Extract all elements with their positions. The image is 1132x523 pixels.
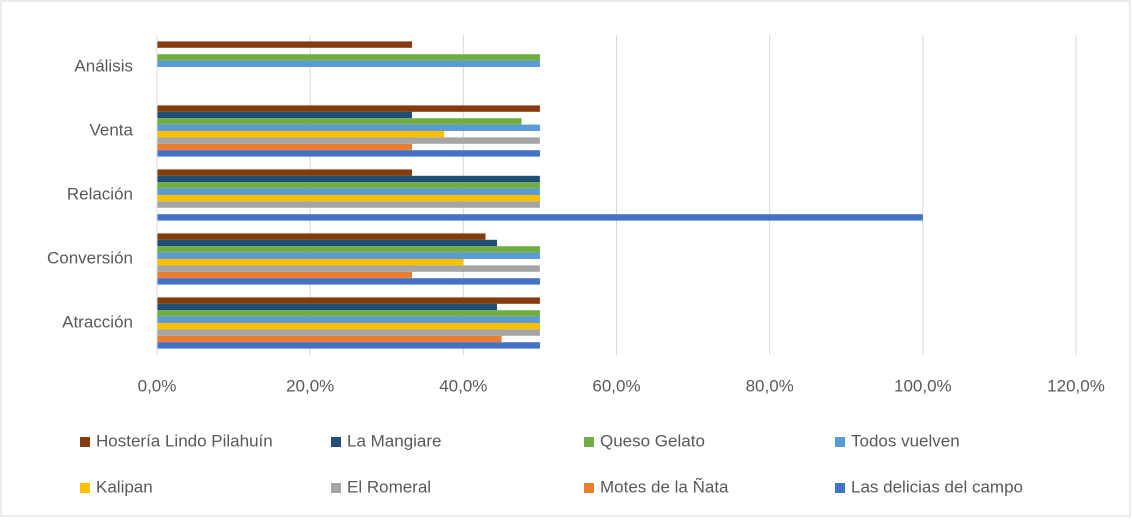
x-tick-label: 20,0% bbox=[286, 376, 334, 395]
x-tick-label: 0,0% bbox=[138, 376, 177, 395]
bar bbox=[157, 271, 413, 279]
bar bbox=[157, 265, 540, 272]
bar bbox=[157, 214, 923, 221]
legend-swatch bbox=[80, 437, 90, 447]
bar bbox=[157, 246, 540, 253]
bar bbox=[157, 111, 413, 119]
x-tick-label: 60,0% bbox=[592, 376, 640, 395]
bar bbox=[157, 201, 540, 208]
bar bbox=[157, 54, 540, 61]
legend-swatch bbox=[80, 483, 90, 493]
bar bbox=[157, 278, 540, 285]
x-tick-label: 40,0% bbox=[439, 376, 487, 395]
bar bbox=[157, 143, 413, 151]
bar bbox=[157, 182, 540, 189]
legend-swatch bbox=[584, 483, 594, 493]
y-tick-label: Venta bbox=[90, 120, 134, 139]
x-tick-label: 120,0% bbox=[1047, 376, 1105, 395]
legend-label: Todos vuelven bbox=[851, 431, 960, 450]
bar bbox=[157, 150, 540, 157]
bar bbox=[157, 259, 464, 266]
bar bbox=[157, 252, 540, 259]
bar bbox=[157, 175, 540, 183]
y-tick-label: Atracción bbox=[62, 312, 133, 331]
bar bbox=[157, 335, 502, 343]
bar bbox=[157, 323, 540, 330]
bar bbox=[157, 316, 540, 323]
bar bbox=[157, 297, 540, 304]
legend-label: Las delicias del campo bbox=[851, 477, 1023, 496]
legend-label: Motes de la Ñata bbox=[600, 477, 729, 496]
legend-swatch bbox=[835, 483, 845, 493]
y-tick-label: Análisis bbox=[74, 56, 133, 75]
bar bbox=[157, 195, 540, 202]
bar bbox=[157, 105, 540, 112]
bar bbox=[157, 329, 540, 336]
bar bbox=[157, 342, 540, 349]
legend-swatch bbox=[331, 437, 341, 447]
legend-swatch bbox=[584, 437, 594, 447]
legend-label: Hostería Lindo Pilahuín bbox=[96, 431, 273, 450]
bar bbox=[157, 118, 522, 125]
bar bbox=[157, 303, 498, 311]
bar bbox=[157, 239, 498, 247]
legend-label: Queso Gelato bbox=[600, 431, 705, 450]
bar bbox=[157, 124, 540, 131]
y-tick-label: Conversión bbox=[47, 248, 133, 267]
bar bbox=[157, 169, 413, 176]
legend-label: Kalipan bbox=[96, 477, 153, 496]
bar bbox=[157, 188, 540, 195]
x-tick-label: 80,0% bbox=[746, 376, 794, 395]
bar bbox=[157, 310, 540, 317]
bar bbox=[157, 41, 413, 48]
bar bbox=[157, 60, 540, 67]
bar bbox=[157, 233, 486, 240]
legend-swatch bbox=[331, 483, 341, 493]
bar bbox=[157, 131, 445, 138]
bar bbox=[157, 137, 540, 144]
legend-swatch bbox=[835, 437, 845, 447]
legend-label: La Mangiare bbox=[347, 431, 442, 450]
x-tick-label: 100,0% bbox=[894, 376, 952, 395]
legend-label: El Romeral bbox=[347, 477, 431, 496]
y-tick-label: Relación bbox=[67, 184, 133, 203]
